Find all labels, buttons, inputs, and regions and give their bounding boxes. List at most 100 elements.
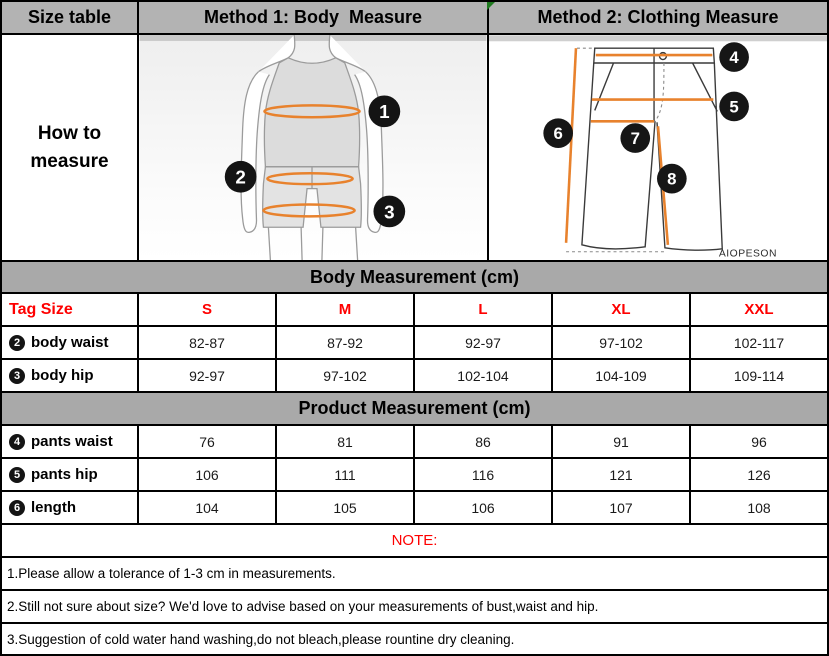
table-cell: 109-114 — [733, 367, 785, 384]
construction-dashed-lines — [566, 47, 665, 253]
table-cell: 82-87 — [139, 327, 277, 358]
point-5-badge: 5 — [9, 466, 25, 483]
measure-point-2-label: 2 — [235, 167, 245, 188]
row-label-text: body hip — [31, 367, 94, 384]
table-cell: 91 — [553, 426, 691, 457]
clothing-measure-diagram-cell: 4 5 6 7 8 — [489, 35, 827, 260]
table-cell: 104 — [139, 492, 277, 523]
table-cell: 102-117 — [733, 334, 785, 351]
length-line — [564, 48, 578, 243]
measure-point-1: 1 — [368, 95, 401, 128]
body-measure-diagram-cell: 1 2 3 — [139, 35, 489, 260]
brand-text: AIOPESON — [719, 249, 777, 260]
table-row-pants-hip: 5 pants hip 106 111 116 121 126 — [2, 459, 827, 492]
table-row-pants-waist: 4 pants waist 76 81 86 91 96 — [2, 426, 827, 459]
point-3-badge: 3 — [9, 367, 25, 384]
table-cell: 121 — [553, 459, 691, 490]
note-text: 2.Still not sure about size? We'd love t… — [7, 599, 599, 614]
table-row-body-hip: 3 body hip 92-97 97-102 102-104 104-109 … — [2, 360, 827, 393]
body-measure-diagram: 1 2 3 — [139, 35, 487, 260]
measure-point-7: 7 — [620, 123, 651, 153]
note-text: 3.Suggestion of cold water hand washing,… — [7, 632, 515, 647]
note-item-2: 2.Still not sure about size? We'd love t… — [2, 591, 827, 624]
header-method2: Method 2: Clothing Measure — [489, 2, 827, 33]
measure-point-6-label: 6 — [554, 124, 563, 143]
row-label-body-waist: 2 body waist — [2, 327, 139, 358]
measure-point-5: 5 — [719, 91, 749, 122]
point-2-badge: 2 — [9, 334, 25, 351]
header-method1: Method 1: Body Measure — [139, 2, 489, 33]
product-measurement-band: Product Measurement (cm) — [2, 393, 827, 426]
measure-point-1-label: 1 — [379, 101, 389, 122]
green-corner-marker — [487, 2, 495, 10]
table-cell: 104-109 — [553, 360, 691, 391]
row-label-body-hip: 3 body hip — [2, 360, 139, 391]
table-cell: 108 — [747, 499, 771, 516]
photo-top-strip — [489, 35, 827, 42]
chest-tape — [263, 104, 361, 119]
size-col-xxl: XXL — [744, 301, 774, 318]
table-cell: 106 — [139, 459, 277, 490]
measure-point-4-label: 4 — [729, 48, 739, 67]
header-row: Size table Method 1: Body Measure Method… — [2, 2, 827, 35]
size-col-xl: XL — [553, 294, 691, 325]
diagram-row: How to measure — [2, 35, 827, 262]
measure-point-7-label: 7 — [631, 129, 640, 148]
body-measure-points: 1 2 3 — [224, 95, 406, 228]
row-label-pants-waist: 4 pants waist — [2, 426, 139, 457]
table-cell: 105 — [277, 492, 415, 523]
table-cell: 116 — [415, 459, 553, 490]
table-row-length: 6 length 104 105 106 107 108 — [2, 492, 827, 525]
table-cell: 81 — [277, 426, 415, 457]
tag-size-label: Tag Size — [2, 294, 139, 325]
measure-point-4: 4 — [719, 42, 749, 72]
note-text: 1.Please allow a tolerance of 1-3 cm in … — [7, 566, 336, 581]
note-item-3: 3.Suggestion of cold water hand washing,… — [2, 624, 827, 654]
measure-point-3-label: 3 — [384, 201, 394, 222]
measure-point-3: 3 — [373, 195, 406, 228]
table-cell: 111 — [277, 459, 415, 490]
table-cell: 97-102 — [277, 360, 415, 391]
hip-tape — [262, 203, 356, 218]
table-cell: 106 — [415, 492, 553, 523]
tag-size-row: Tag Size S M L XL XXL — [2, 294, 827, 327]
row-label-text: pants hip — [31, 466, 98, 483]
how-to-measure-label: How to measure — [2, 35, 139, 260]
measure-point-6: 6 — [543, 118, 574, 148]
photo-top-strip — [139, 35, 487, 41]
clothing-measure-diagram: 4 5 6 7 8 — [489, 35, 827, 260]
product-measurement-title: Product Measurement (cm) — [298, 398, 531, 418]
table-cell: 92-97 — [415, 327, 553, 358]
table-cell: 97-102 — [553, 327, 691, 358]
row-label-text: length — [31, 499, 76, 516]
row-label-text: pants waist — [31, 433, 113, 450]
note-title-row: NOTE: — [2, 525, 827, 558]
size-col-m: M — [277, 294, 415, 325]
size-col-l: L — [415, 294, 553, 325]
table-cell: 76 — [139, 426, 277, 457]
note-item-1: 1.Please allow a tolerance of 1-3 cm in … — [2, 558, 827, 591]
point-4-badge: 4 — [9, 433, 25, 450]
table-row-body-waist: 2 body waist 82-87 87-92 92-97 97-102 10… — [2, 327, 827, 360]
table-cell: 86 — [415, 426, 553, 457]
body-measurement-title: Body Measurement (cm) — [309, 266, 520, 287]
measure-point-8: 8 — [657, 163, 687, 194]
waist-tape — [266, 172, 354, 186]
clothing-measure-points: 4 5 6 7 8 — [543, 42, 749, 194]
measure-point-5-label: 5 — [729, 97, 738, 116]
row-label-pants-hip: 5 pants hip — [2, 459, 139, 490]
body-measurement-band: Body Measurement (cm) — [2, 262, 827, 294]
row-label-length: 6 length — [2, 492, 139, 523]
note-title: NOTE: — [391, 532, 438, 549]
table-cell: 126 — [747, 466, 771, 483]
measure-point-2: 2 — [224, 160, 257, 193]
table-cell: 96 — [751, 433, 767, 450]
size-col-s: S — [139, 294, 277, 325]
table-cell: 102-104 — [415, 360, 553, 391]
table-cell: 92-97 — [139, 360, 277, 391]
header-size-table: Size table — [2, 2, 139, 33]
table-cell: 87-92 — [277, 327, 415, 358]
measure-point-8-label: 8 — [667, 170, 676, 189]
body-outline — [240, 35, 384, 260]
